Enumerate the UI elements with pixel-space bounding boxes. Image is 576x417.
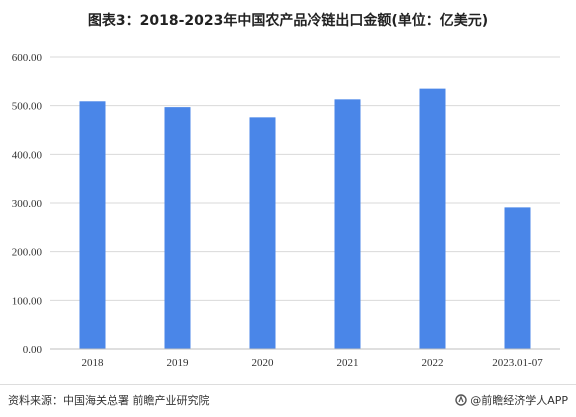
bar-2018 xyxy=(79,101,106,349)
bar-chart: 0.00 100.00 200.00 300.00 400.00 500.00 600.00… xyxy=(12,52,560,369)
brand-logo-icon xyxy=(455,394,467,406)
x-tick-label: 2020 xyxy=(252,357,275,369)
source-note: 资料来源：中国海关总署 前瞻产业研究院 xyxy=(8,394,210,407)
bar-2021 xyxy=(334,99,361,349)
y-tick-label: 0.00 xyxy=(23,344,43,356)
brand-text: @前瞻经济学人APP xyxy=(470,394,568,407)
y-tick-label: 400.00 xyxy=(12,149,43,161)
bar-2022 xyxy=(419,88,446,349)
x-tick-label: 2019 xyxy=(167,357,190,369)
x-tick-label: 2021 xyxy=(337,357,359,369)
x-tick-label: 2022 xyxy=(422,357,444,369)
brand-credit: @前瞻经济学人APP xyxy=(455,392,568,408)
y-tick-label: 100.00 xyxy=(12,295,43,307)
bar-2020 xyxy=(249,117,276,349)
bar-2019 xyxy=(164,107,191,349)
x-tick-label: 2023.01-07 xyxy=(492,357,543,369)
footer-divider xyxy=(0,384,576,385)
bar-2023.01-07 xyxy=(504,207,531,349)
y-tick-label: 500.00 xyxy=(12,101,43,113)
y-tick-label: 200.00 xyxy=(12,247,43,259)
x-tick-label: 2018 xyxy=(82,357,105,369)
y-tick-label: 600.00 xyxy=(12,52,43,64)
y-tick-label: 300.00 xyxy=(12,198,43,210)
chart-title: 图表3：2018-2023年中国农产品冷链出口金额(单位：亿美元) xyxy=(87,13,489,29)
